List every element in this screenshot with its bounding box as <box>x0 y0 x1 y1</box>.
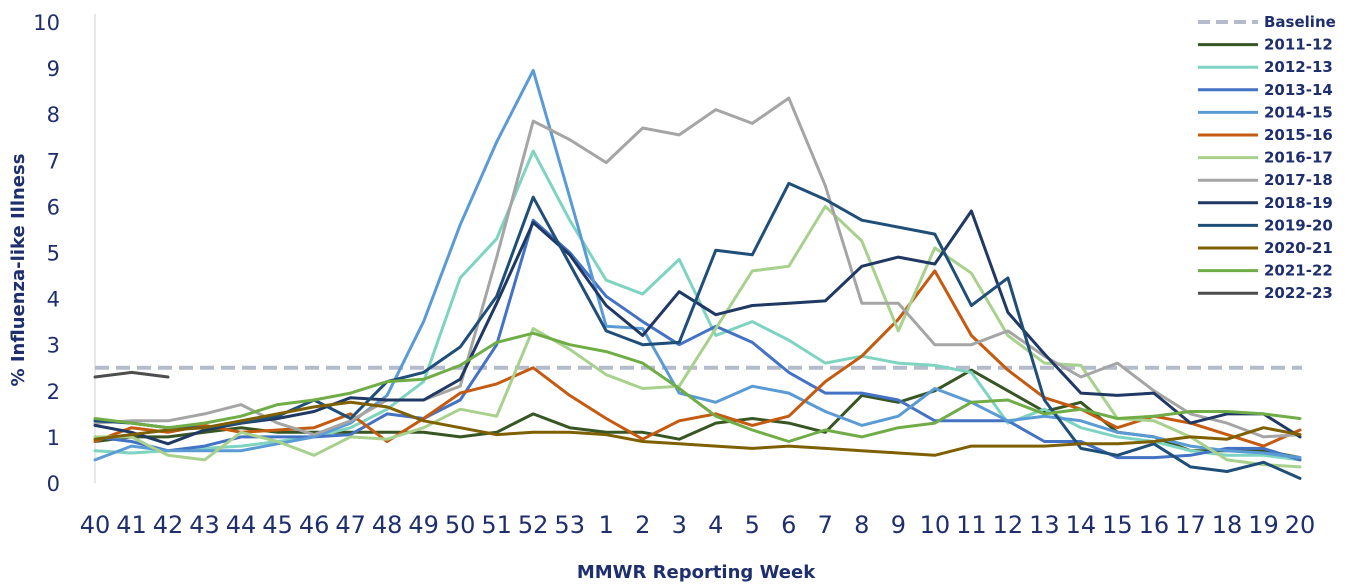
series-line-2020-21 <box>93 400 1302 457</box>
legend-label: 2020-21 <box>1264 239 1333 257</box>
series-line-2019-20 <box>93 181 1302 480</box>
legend-label: 2014-15 <box>1264 103 1333 121</box>
y-axis-ticks: 0 1 2 3 4 5 6 7 8 9 10 <box>33 11 60 496</box>
y-tick-label: 8 <box>47 103 60 127</box>
x-tick-label: 50 <box>445 511 476 539</box>
x-tick-label: 13 <box>1029 511 1060 539</box>
x-tick-label: 19 <box>1248 511 1279 539</box>
series-line-2018-19 <box>93 209 1302 446</box>
x-tick-label: 49 <box>408 511 439 539</box>
series-line-2017-18 <box>93 96 1302 439</box>
y-tick-label: 4 <box>47 288 60 312</box>
legend-label: 2021-22 <box>1264 262 1333 280</box>
x-tick-label: 6 <box>781 511 796 539</box>
x-tick-label: 14 <box>1066 511 1097 539</box>
x-tick-label: 44 <box>226 511 257 539</box>
legend: Baseline 2011-12 2012-13 2013-14 2014-15 2015… <box>1198 13 1336 302</box>
x-tick-label: 17 <box>1175 511 1206 539</box>
x-tick-label: 41 <box>116 511 147 539</box>
legend-label: 2017-18 <box>1264 171 1333 189</box>
x-tick-label: 4 <box>708 511 723 539</box>
y-tick-label: 7 <box>47 149 60 173</box>
y-tick-label: 3 <box>47 334 60 358</box>
y-tick-label: 5 <box>47 242 60 266</box>
y-tick-label: 10 <box>33 11 60 35</box>
x-tick-label: 10 <box>920 511 951 539</box>
legend-label: 2016-17 <box>1264 149 1333 167</box>
y-axis-title: % Influenza-like Illness <box>8 154 29 387</box>
series-line-2022-23 <box>93 370 170 379</box>
series-lines <box>93 68 1302 480</box>
legend-label: 2019-20 <box>1264 216 1333 234</box>
series-line-2016-17 <box>93 204 1302 469</box>
x-tick-label: 2 <box>635 511 650 539</box>
y-tick-label: 0 <box>47 472 60 496</box>
x-tick-label: 42 <box>153 511 184 539</box>
x-tick-label: 3 <box>672 511 687 539</box>
y-tick-label: 9 <box>47 57 60 81</box>
y-tick-label: 6 <box>47 195 60 219</box>
x-tick-label: 15 <box>1102 511 1133 539</box>
x-tick-label: 9 <box>891 511 906 539</box>
x-tick-label: 11 <box>956 511 987 539</box>
x-tick-label: 52 <box>518 511 549 539</box>
x-tick-label: 46 <box>299 511 330 539</box>
x-tick-label: 43 <box>189 511 220 539</box>
x-tick-label: 16 <box>1139 511 1170 539</box>
y-tick-label: 1 <box>47 426 60 450</box>
series-line-2014-15 <box>93 68 1302 462</box>
x-tick-label: 53 <box>554 511 585 539</box>
x-tick-label: 8 <box>854 511 869 539</box>
series-line-2013-14 <box>93 218 1302 462</box>
legend-label: 2015-16 <box>1264 126 1333 144</box>
legend-label: 2011-12 <box>1264 36 1333 54</box>
x-tick-label: 40 <box>80 511 111 539</box>
x-tick-label: 47 <box>335 511 366 539</box>
x-tick-label: 45 <box>262 511 293 539</box>
legend-label: 2018-19 <box>1264 194 1333 212</box>
x-tick-label: 20 <box>1285 511 1316 539</box>
series-line-2021-22 <box>93 331 1302 443</box>
legend-label: 2013-14 <box>1264 81 1333 99</box>
x-tick-label: 18 <box>1212 511 1243 539</box>
legend-label: 2022-23 <box>1264 284 1333 302</box>
legend-label: Baseline <box>1264 13 1336 31</box>
x-axis-ticks: 40 41 42 43 44 45 46 47 48 49 50 51 52 53 1 2 3 4 5 6 7 8 9 10 1… <box>80 511 1316 539</box>
x-tick-label: 7 <box>818 511 833 539</box>
y-tick-label: 2 <box>47 380 60 404</box>
x-axis-title: MMWR Reporting Week <box>577 562 816 583</box>
x-tick-label: 48 <box>372 511 403 539</box>
x-tick-label: 1 <box>599 511 614 539</box>
x-tick-label: 5 <box>745 511 760 539</box>
x-tick-label: 12 <box>993 511 1024 539</box>
x-tick-label: 51 <box>481 511 512 539</box>
legend-label: 2012-13 <box>1264 58 1333 76</box>
